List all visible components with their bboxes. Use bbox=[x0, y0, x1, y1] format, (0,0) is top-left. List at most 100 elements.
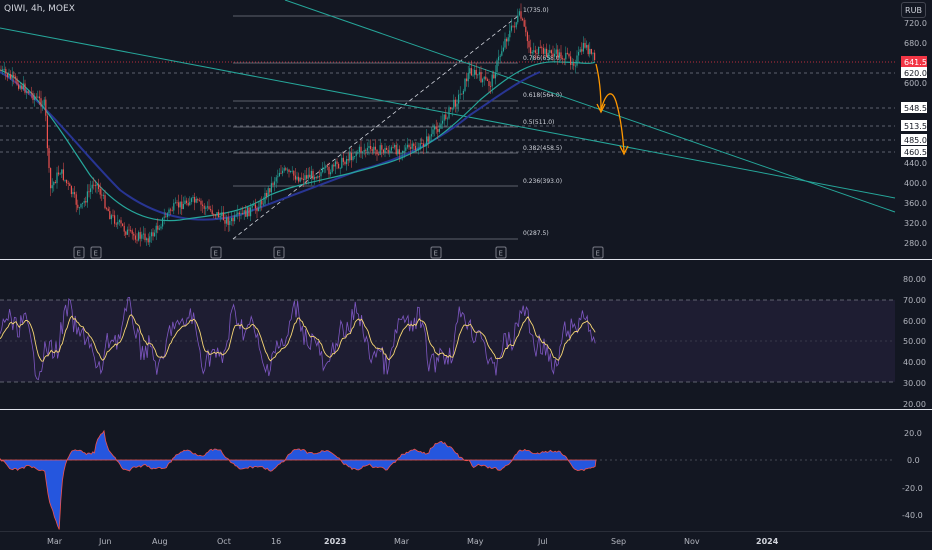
trendline-upper[interactable] bbox=[284, 0, 896, 213]
candle-body bbox=[206, 206, 208, 208]
candle-body bbox=[146, 238, 148, 241]
fib-retracement[interactable]: 1(735.0) 0.786(658.0) 0.618(564.0) 0.5(5… bbox=[232, 7, 562, 240]
candle-body bbox=[66, 179, 68, 184]
candle-body bbox=[586, 45, 588, 48]
candle-body bbox=[162, 217, 164, 227]
candle-body bbox=[557, 49, 559, 58]
earnings-marker-box[interactable] bbox=[273, 246, 285, 259]
time-label-nov: Nov bbox=[684, 537, 700, 546]
candle-body bbox=[405, 147, 407, 151]
candle-body bbox=[328, 166, 330, 175]
candle-body bbox=[422, 143, 424, 147]
candle-body bbox=[40, 98, 42, 107]
candle-body bbox=[566, 52, 568, 54]
candle-body bbox=[347, 159, 349, 161]
candle-body bbox=[32, 93, 34, 100]
candle-body bbox=[77, 204, 79, 208]
time-axis[interactable]: Mar Jun Aug Oct 16 2023 Mar May Jul Sep … bbox=[47, 537, 779, 546]
candle-body bbox=[434, 126, 436, 130]
price-tag-548: 548.5 bbox=[904, 104, 927, 113]
candle-body bbox=[494, 72, 496, 79]
candle-body bbox=[70, 185, 72, 195]
candle-body bbox=[98, 184, 100, 189]
candle-body bbox=[142, 233, 144, 235]
candle-body bbox=[248, 207, 250, 217]
candle-body bbox=[368, 145, 370, 148]
candle-body bbox=[446, 118, 448, 120]
candle-body bbox=[130, 230, 132, 232]
candle-body bbox=[506, 38, 508, 42]
candle-body bbox=[293, 170, 295, 176]
candle-body bbox=[242, 213, 244, 214]
earnings-marker-box[interactable] bbox=[430, 246, 442, 259]
trendline-lower[interactable] bbox=[0, 27, 896, 199]
rsi-tick-60: 60.00 bbox=[903, 317, 926, 326]
candle-body bbox=[301, 177, 303, 179]
candle-body bbox=[56, 172, 58, 184]
candle-body bbox=[5, 68, 7, 74]
earnings-marker-box[interactable] bbox=[90, 246, 102, 259]
oscillator-axis[interactable]: 20.0 0.0 -20.0 -40.0 bbox=[902, 429, 923, 520]
candle-body bbox=[155, 225, 157, 233]
candle-body bbox=[411, 143, 413, 149]
candle-body bbox=[0, 70, 2, 71]
rsi-axis[interactable]: 80.00 70.00 60.00 50.00 40.00 30.00 20.0… bbox=[903, 275, 926, 409]
candle-body bbox=[254, 204, 256, 209]
candle-body bbox=[304, 175, 306, 180]
candle-body bbox=[531, 51, 533, 54]
candle-body bbox=[402, 150, 404, 154]
candle-body bbox=[541, 47, 543, 49]
earnings-marker-box[interactable] bbox=[592, 246, 604, 259]
price-axis[interactable]: 720.0 680.0 600.0 440.0 400.0 360.0 320.… bbox=[904, 19, 927, 248]
candle-body bbox=[518, 11, 520, 16]
candle-body bbox=[187, 203, 189, 206]
candle-body bbox=[533, 50, 535, 52]
candle-body bbox=[453, 99, 455, 109]
candle-body bbox=[141, 234, 143, 239]
candle-body bbox=[85, 200, 87, 203]
candle-body bbox=[507, 37, 509, 42]
candle-body bbox=[370, 145, 372, 150]
currency-button[interactable]: RUB bbox=[901, 2, 926, 18]
candle-body bbox=[202, 204, 204, 206]
candle-body bbox=[294, 175, 296, 180]
candle-body bbox=[512, 25, 514, 27]
candle-body bbox=[109, 211, 111, 220]
candle-body bbox=[59, 173, 61, 175]
candle-body bbox=[205, 207, 207, 209]
candle-body bbox=[224, 220, 226, 224]
candle-body bbox=[48, 148, 50, 169]
candle-body bbox=[451, 108, 453, 110]
earnings-marker-box[interactable] bbox=[495, 246, 507, 259]
candle-body bbox=[594, 52, 596, 61]
candle-body bbox=[16, 78, 18, 85]
candle-body bbox=[152, 232, 154, 237]
candle-body bbox=[592, 52, 594, 54]
candle-body bbox=[102, 195, 104, 196]
earnings-marker-label: E bbox=[277, 250, 281, 258]
candle-body bbox=[296, 176, 298, 180]
candle-body bbox=[365, 150, 367, 151]
candle-body bbox=[546, 48, 548, 58]
candle-body bbox=[45, 99, 47, 116]
candle-body bbox=[482, 79, 484, 83]
projection-arrow-1[interactable] bbox=[595, 63, 602, 111]
candle-body bbox=[478, 72, 480, 75]
earnings-marker-box[interactable] bbox=[73, 246, 85, 259]
candle-body bbox=[387, 149, 389, 153]
earnings-marker-box[interactable] bbox=[210, 246, 222, 259]
candle-body bbox=[237, 212, 239, 215]
candle-body bbox=[590, 48, 592, 54]
candle-body bbox=[488, 81, 490, 87]
time-label-jul: Jul bbox=[537, 537, 548, 546]
candle-body bbox=[184, 200, 186, 205]
candle-body bbox=[10, 74, 12, 79]
candle-body bbox=[144, 233, 146, 241]
candle-body bbox=[403, 150, 405, 152]
candle-body bbox=[338, 163, 340, 169]
projection-arrow-2[interactable] bbox=[600, 93, 625, 153]
candle-body bbox=[499, 55, 501, 57]
candle-body bbox=[46, 115, 48, 149]
